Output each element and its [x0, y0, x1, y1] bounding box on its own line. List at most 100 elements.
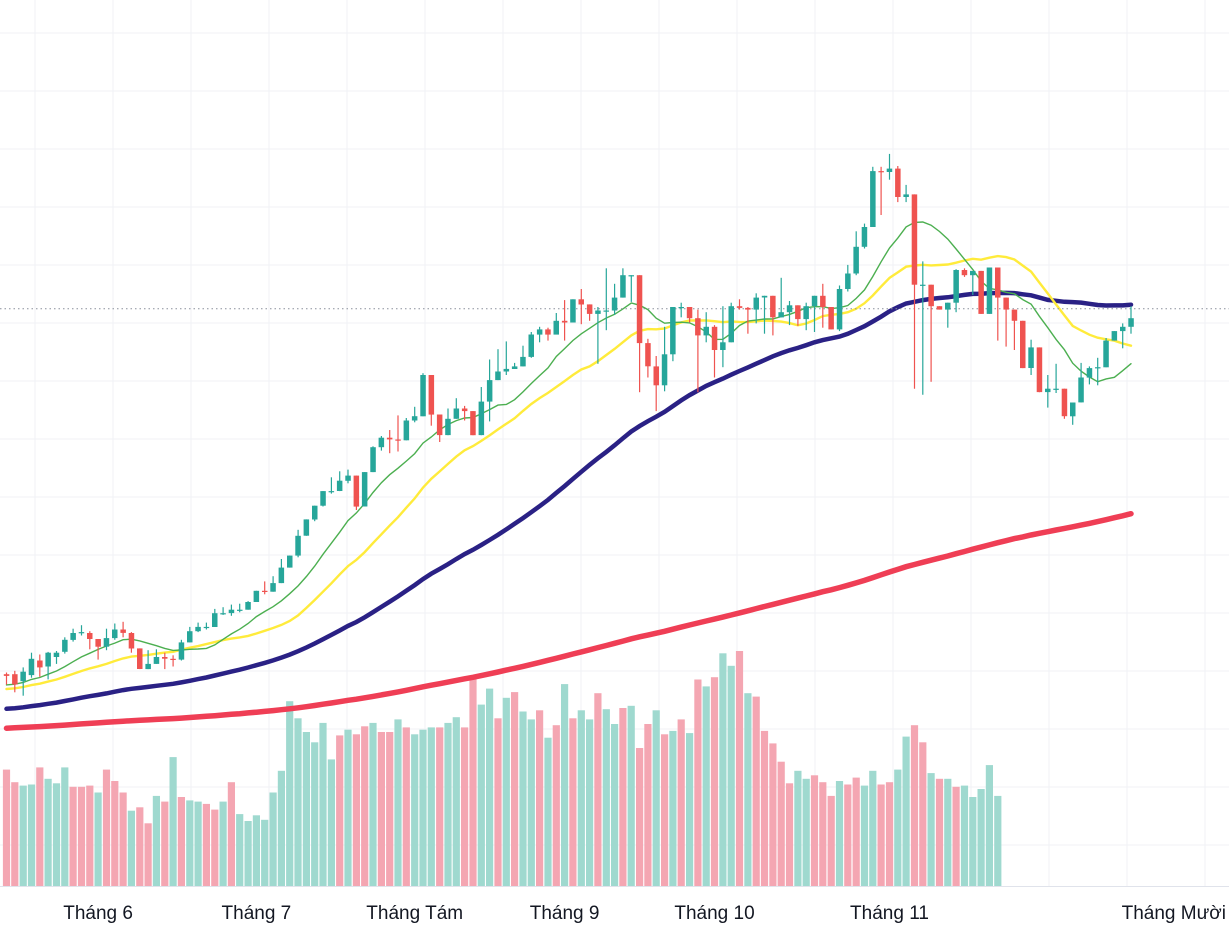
candle	[70, 628, 76, 642]
candle-body	[37, 660, 43, 668]
candle-body	[820, 295, 826, 307]
volume-bar	[594, 693, 602, 886]
candle-body	[361, 472, 368, 507]
volume-bar	[686, 733, 694, 886]
candle	[645, 338, 651, 378]
candle	[411, 406, 418, 423]
candle-body	[636, 275, 643, 344]
x-tick-label: Tháng Mười	[1122, 903, 1226, 924]
time-axis: Tháng 6 Tháng 7 Tháng Tám Tháng 9 Tháng 10 Th…	[63, 903, 1226, 924]
candle-body	[386, 437, 393, 440]
candle	[870, 166, 876, 227]
candle	[95, 639, 101, 660]
candle	[720, 306, 726, 368]
volume-bar	[169, 757, 177, 886]
ma-10-line	[5, 221, 1132, 686]
volume-bar	[227, 782, 235, 886]
candle-body	[328, 491, 335, 493]
candle-body	[1011, 309, 1018, 321]
candle	[553, 313, 559, 335]
candle	[745, 307, 751, 334]
candle-body	[570, 299, 576, 323]
volume-bar	[352, 734, 360, 886]
volume-bar	[944, 778, 952, 886]
candle	[53, 651, 60, 664]
volume-bar	[577, 710, 585, 886]
candle-body	[128, 633, 135, 649]
candle-body	[62, 639, 68, 652]
candle-body	[220, 613, 226, 615]
candle-body	[1028, 347, 1034, 368]
candle	[761, 295, 768, 334]
candle	[37, 654, 43, 677]
candle	[786, 301, 793, 326]
candle-body	[320, 491, 326, 506]
volume-bar	[794, 770, 802, 886]
volume-bar	[236, 814, 244, 886]
candle-body	[112, 629, 118, 639]
volume-bar	[877, 784, 885, 886]
candle-body	[78, 632, 85, 634]
candle	[1128, 306, 1134, 334]
candle-body	[986, 267, 993, 314]
x-tick-label: Tháng 10	[674, 903, 754, 924]
candle	[1070, 402, 1076, 425]
candle	[45, 651, 51, 680]
volume-bar	[827, 795, 835, 886]
candle-body	[203, 626, 210, 629]
candle	[836, 285, 843, 332]
candle	[320, 491, 326, 507]
candle-body	[145, 663, 151, 670]
candle-body	[395, 439, 401, 441]
candle-body	[212, 613, 218, 627]
x-tick-label: Tháng Tám	[366, 903, 463, 924]
candle	[845, 264, 851, 292]
candle-body	[162, 657, 168, 659]
candle	[728, 302, 734, 343]
candle-body	[428, 375, 435, 415]
candle-body	[811, 295, 818, 307]
candle-body	[728, 306, 734, 343]
volume-bar	[710, 677, 719, 886]
candle	[187, 626, 193, 643]
volume-bar	[27, 784, 36, 886]
volume-bar	[219, 801, 227, 886]
candle-body	[70, 633, 76, 640]
volume-bar	[244, 821, 252, 886]
volume-bar	[119, 792, 127, 886]
candle-body	[770, 295, 776, 318]
candle	[861, 223, 868, 249]
candle	[911, 194, 918, 389]
volume-bar	[935, 778, 944, 886]
volume-bar	[94, 792, 102, 886]
volume-bar	[785, 783, 794, 886]
candle-body	[353, 475, 360, 507]
candle	[520, 345, 526, 367]
candle-body	[703, 326, 709, 336]
candle-body	[828, 307, 834, 330]
candle	[620, 268, 626, 298]
candle	[778, 277, 784, 318]
volume-bar	[469, 677, 477, 886]
candle-body	[978, 270, 984, 314]
candle	[420, 373, 426, 417]
candle	[561, 300, 568, 341]
candle	[1111, 331, 1118, 341]
candle	[928, 284, 934, 382]
x-tick-label: Tháng 9	[530, 903, 600, 924]
candle-body	[861, 227, 868, 247]
candle-body	[1020, 320, 1026, 369]
candle	[287, 555, 293, 568]
candle-body	[12, 674, 18, 685]
candle	[270, 576, 276, 592]
candles	[3, 153, 1134, 696]
volume-bar	[127, 810, 135, 886]
candle-body	[528, 334, 534, 357]
volume-bar	[752, 696, 760, 886]
candle	[711, 325, 718, 378]
candle	[695, 309, 701, 393]
candle	[378, 436, 385, 451]
volume-bar	[136, 807, 144, 886]
candle	[120, 621, 126, 638]
candle-body	[678, 307, 684, 309]
